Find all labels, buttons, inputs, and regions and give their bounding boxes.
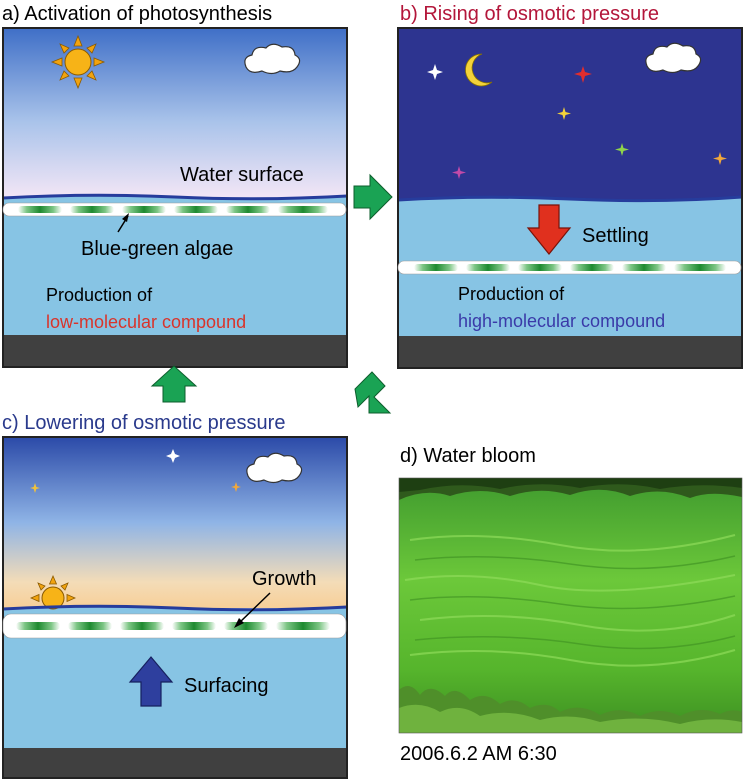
panel-a-ground <box>3 335 347 367</box>
panel-c-water <box>3 606 347 748</box>
panel-a: a) Activation of photosynthesis W <box>2 3 348 368</box>
panel-b-title: b) Rising of osmotic pressure <box>400 3 659 25</box>
panel-a-water-surface-line <box>2 193 348 201</box>
panel-a-production-line1: Production of <box>46 285 153 305</box>
low-molecular-label: low-molecular compound <box>46 312 246 332</box>
panel-b-production-line1: Production of <box>458 284 565 304</box>
panel-a-title: a) Activation of photosynthesis <box>2 3 272 25</box>
algae-label: Blue-green algae <box>81 238 233 260</box>
panel-d-title: d) Water bloom <box>400 445 536 467</box>
panel-b-frame <box>397 27 743 369</box>
panel-c-frame <box>2 436 348 779</box>
settling-arrow-icon <box>526 204 572 255</box>
panel-a-water <box>3 205 347 335</box>
panel-a-algae-chain <box>2 202 347 217</box>
star-icon <box>30 449 241 493</box>
cloud-icon <box>244 43 301 75</box>
panel-b: b) Rising of osmotic pressure Settling <box>397 3 743 369</box>
cycle-arrow-icon <box>150 173 393 414</box>
moon-icon <box>465 53 493 87</box>
cloud-icon <box>645 42 702 74</box>
sun-icon <box>50 34 106 90</box>
panel-b-ground <box>398 336 742 368</box>
panel-c-water-surface-line <box>2 604 348 612</box>
water-surface-label: Water surface <box>180 164 304 186</box>
surfacing-label: Surfacing <box>184 675 269 697</box>
panel-c-ground <box>3 748 347 778</box>
growth-label: Growth <box>252 568 316 590</box>
algae-pointer-arrow <box>117 213 129 233</box>
panel-b-water-surface-line <box>397 195 743 203</box>
water-bloom-photo <box>398 477 743 734</box>
photo-caption: 2006.6.2 AM 6:30 <box>400 743 557 765</box>
growth-pointer-arrow <box>234 592 271 628</box>
settling-label: Settling <box>582 225 649 247</box>
sun-icon <box>30 575 76 610</box>
panel-b-algae-chain <box>397 260 742 275</box>
panel-c-algae-chain <box>2 613 347 639</box>
cloud-icon <box>246 452 303 484</box>
high-molecular-label: high-molecular compound <box>458 311 665 331</box>
panel-c: c) Lowering of osmotic pressure <box>2 412 348 779</box>
panel-c-title: c) Lowering of osmotic pressure <box>2 412 285 434</box>
panel-d: d) Water bloom 2006.6.2 AM 6:3 <box>398 445 743 765</box>
surfacing-arrow-icon <box>128 656 174 707</box>
star-icon <box>427 64 727 179</box>
